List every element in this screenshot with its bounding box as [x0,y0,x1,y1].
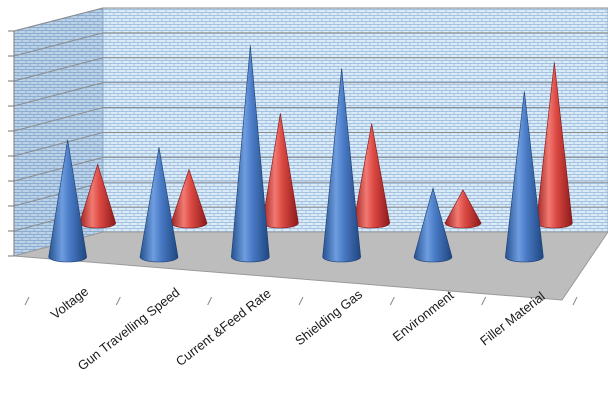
cone-blue-5 [505,91,544,263]
x-tick [481,296,487,306]
cone-blue-3 [322,68,361,263]
x-tick [207,296,213,306]
gridline-side [13,107,104,132]
gridline-side [13,156,104,182]
x-tick [389,296,395,306]
gridline-side [13,57,104,82]
category-label: Voltage [48,284,91,323]
x-tick [24,296,30,306]
cone-blue-4 [413,187,453,263]
cone-red-1 [170,168,208,229]
chart-marks [48,45,573,263]
gridline-side [13,82,104,107]
x-tick [298,296,304,306]
chart-walls [13,7,608,257]
category-label: Current &Feed Rate [173,286,274,369]
cone-blue-0 [48,139,87,263]
x-tick [572,296,578,306]
cone-red-4 [444,189,482,229]
gridline-side [13,181,104,207]
gridline-side [13,7,104,32]
cone-blue-1 [139,147,179,263]
cone-blue-2 [231,45,270,263]
gridline-side [13,32,104,57]
category-label: Environment [390,287,457,344]
category-label: Gun Travelling Speed [75,285,183,374]
gridline-side [13,131,104,157]
category-label: Filler Material [477,289,548,349]
x-tick [115,296,121,306]
category-label: Shielding Gas [292,286,365,348]
